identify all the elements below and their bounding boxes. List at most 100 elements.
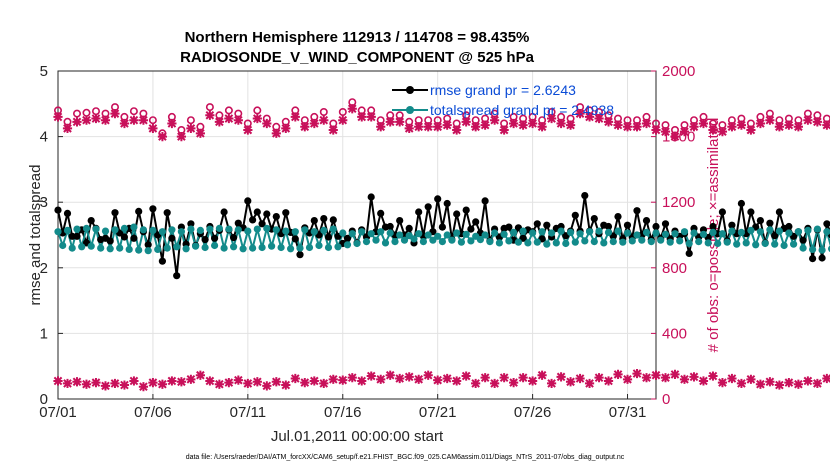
series-totalspread-point bbox=[486, 238, 494, 246]
series-totalspread-point bbox=[296, 244, 304, 252]
series-totalspread-point bbox=[453, 229, 461, 237]
obs-assimilated-marker bbox=[584, 378, 595, 389]
series-rmse-point bbox=[258, 220, 266, 228]
series-totalspread-point bbox=[614, 227, 622, 235]
series-totalspread-point bbox=[794, 228, 803, 236]
obs-assimilated-marker bbox=[812, 378, 822, 389]
obs-assimilated-marker bbox=[72, 117, 82, 127]
series-totalspread-point bbox=[699, 230, 708, 238]
obs-assimilated-marker bbox=[414, 122, 424, 132]
series-totalspread-point bbox=[780, 241, 788, 250]
obs-assimilated-marker bbox=[252, 377, 262, 387]
obs-assimilated-marker bbox=[224, 113, 234, 124]
series-totalspread-point bbox=[595, 227, 603, 235]
series-rmse-point bbox=[462, 206, 470, 214]
series-totalspread-point bbox=[647, 238, 655, 246]
obs-assimilated-marker bbox=[670, 132, 680, 142]
series-totalspread-point bbox=[638, 236, 646, 244]
obs-assimilated-marker bbox=[565, 120, 576, 130]
obs-assimilated-marker bbox=[366, 371, 376, 381]
obs-assimilated-marker bbox=[214, 379, 224, 389]
obs-assimilated-marker bbox=[205, 110, 215, 120]
obs-assimilated-marker bbox=[233, 115, 243, 125]
obs-assimilated-marker bbox=[290, 112, 300, 122]
obs-assimilated-marker bbox=[784, 378, 794, 388]
series-totalspread-point bbox=[225, 225, 233, 233]
obs-assimilated-marker bbox=[565, 377, 576, 387]
series-totalspread-point bbox=[144, 247, 152, 255]
series-totalspread-point bbox=[154, 245, 162, 253]
obs-assimilated-marker bbox=[698, 118, 709, 129]
obs-assimilated-marker bbox=[157, 379, 168, 389]
series-totalspread-point bbox=[125, 245, 133, 253]
series-totalspread-point bbox=[173, 243, 181, 251]
series-totalspread-point bbox=[790, 240, 798, 248]
series-rmse-point bbox=[201, 236, 209, 244]
obs-possible-marker bbox=[205, 103, 214, 112]
obs-assimilated-marker bbox=[376, 122, 386, 132]
series-rmse-point bbox=[386, 222, 394, 231]
series-totalspread-point bbox=[305, 243, 314, 252]
series-totalspread-point bbox=[116, 244, 124, 252]
y-tick-label: 2 bbox=[40, 260, 48, 277]
series-totalspread-point bbox=[187, 225, 195, 233]
obs-assimilated-marker bbox=[338, 375, 348, 385]
obs-assimilated-marker bbox=[537, 370, 547, 380]
series-rmse-point bbox=[709, 222, 717, 231]
y-tick-label: 4 bbox=[40, 129, 48, 146]
y-tick-label: 0 bbox=[40, 391, 48, 408]
obs-assimilated-marker bbox=[812, 117, 822, 127]
series-rmse-point bbox=[747, 208, 755, 216]
series-totalspread-point bbox=[282, 227, 290, 235]
obs-assimilated-marker bbox=[385, 117, 395, 127]
obs-assimilated-marker bbox=[281, 123, 291, 133]
series-rmse-point bbox=[642, 217, 651, 225]
obs-assimilated-marker bbox=[395, 117, 405, 127]
series-rmse-point bbox=[434, 195, 442, 203]
obs-assimilated-marker bbox=[338, 115, 348, 125]
obs-assimilated-marker bbox=[622, 374, 633, 384]
obs-assimilated-marker bbox=[518, 120, 528, 130]
series-totalspread-point bbox=[533, 238, 541, 246]
obs-assimilated-marker bbox=[129, 376, 139, 386]
obs-assimilated-marker bbox=[774, 380, 784, 390]
obs-assimilated-marker bbox=[651, 370, 661, 380]
series-totalspread-point bbox=[567, 228, 575, 236]
series-totalspread-point bbox=[818, 246, 826, 254]
series-totalspread-point bbox=[249, 244, 257, 252]
series-totalspread-point bbox=[742, 239, 750, 247]
x-tick-label: 07/11 bbox=[230, 404, 266, 421]
series-rmse-point bbox=[405, 224, 413, 232]
obs-assimilated-marker bbox=[347, 373, 357, 383]
x-tick-label: 07/21 bbox=[419, 404, 457, 421]
obs-assimilated-marker bbox=[584, 112, 595, 122]
series-rmse-point bbox=[685, 249, 693, 257]
y-right-tick-label: 1200 bbox=[662, 194, 695, 211]
series-totalspread-point bbox=[268, 242, 276, 250]
obs-assimilated-marker bbox=[660, 127, 671, 137]
y-right-tick-label: 2000 bbox=[662, 63, 695, 80]
obs-assimilated-marker bbox=[480, 120, 490, 130]
series-totalspread-point bbox=[514, 238, 523, 246]
x-tick-label: 07/26 bbox=[514, 404, 552, 421]
obs-assimilated-marker bbox=[822, 373, 830, 384]
y-tick-label: 1 bbox=[40, 325, 48, 342]
series-totalspread-point bbox=[263, 224, 271, 232]
obs-assimilated-marker bbox=[736, 378, 747, 389]
obs-assimilated-marker bbox=[594, 113, 604, 124]
series-totalspread-point bbox=[419, 238, 427, 246]
series-rmse-point bbox=[467, 225, 475, 233]
obs-possible-marker bbox=[73, 109, 82, 118]
series-totalspread-point bbox=[315, 241, 323, 250]
series-totalspread-point bbox=[609, 238, 617, 246]
y-right-tick-label: 0 bbox=[662, 391, 670, 408]
series-totalspread-point bbox=[438, 238, 446, 246]
obs-assimilated-marker bbox=[471, 122, 481, 132]
obs-assimilated-marker bbox=[736, 120, 747, 130]
series-rmse-point bbox=[424, 203, 432, 211]
series-totalspread-point bbox=[396, 231, 404, 239]
series-totalspread-point bbox=[462, 230, 470, 238]
series-totalspread-point bbox=[168, 226, 176, 234]
series-totalspread-point bbox=[158, 228, 166, 236]
series-rmse-point bbox=[144, 241, 152, 249]
